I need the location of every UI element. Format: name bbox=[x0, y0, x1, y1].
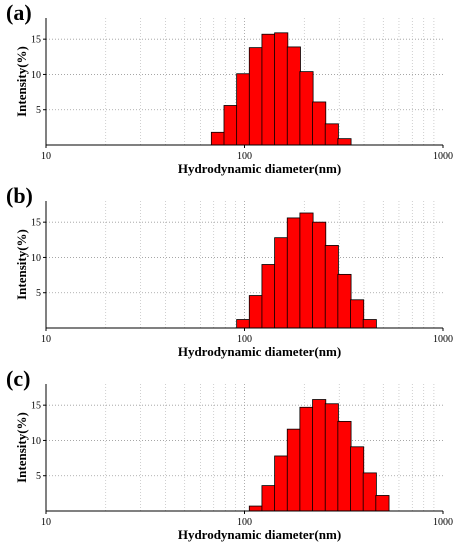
bar bbox=[299, 406, 314, 512]
bar bbox=[312, 221, 327, 329]
chart-svg: 5 10 15 10 100 1000 Hydrodynamic diameter(nm) I… bbox=[14, 201, 453, 359]
y-tick-label: 10 bbox=[31, 253, 41, 264]
bar bbox=[223, 105, 238, 146]
y-axis-title: Intensity(%) bbox=[14, 229, 29, 300]
bar bbox=[312, 101, 327, 146]
x-tick-label: 100 bbox=[237, 334, 252, 345]
bar bbox=[350, 446, 365, 512]
bar bbox=[210, 131, 225, 146]
y-tick-label: 10 bbox=[31, 70, 41, 81]
panel-label: (a) bbox=[6, 0, 32, 25]
x-axis-title: Hydrodynamic diameter(nm) bbox=[178, 527, 341, 542]
panel-label: (c) bbox=[6, 366, 31, 391]
chart-svg: 5 10 15 10 100 1000 Hydrodynamic diameter(nm) I… bbox=[14, 18, 453, 176]
y-tick-label: 15 bbox=[31, 401, 41, 412]
y-tick-label: 10 bbox=[31, 436, 41, 447]
chart-svg: 5 10 15 10 100 1000 Hydrodynamic diameter(nm) I… bbox=[14, 384, 453, 542]
x-tick-label: 1000 bbox=[433, 151, 453, 162]
bar bbox=[261, 485, 276, 512]
bar bbox=[362, 472, 377, 512]
bar bbox=[286, 217, 301, 329]
bar bbox=[261, 264, 276, 329]
x-tick-label: 100 bbox=[237, 151, 252, 162]
x-axis-title: Hydrodynamic diameter(nm) bbox=[178, 161, 341, 176]
x-tick-label: 10 bbox=[41, 517, 51, 528]
x-axis-title: Hydrodynamic diameter(nm) bbox=[178, 344, 341, 359]
panel-label: (b) bbox=[6, 183, 33, 208]
bar bbox=[236, 319, 251, 329]
y-tick-label: 15 bbox=[31, 35, 41, 46]
bar bbox=[248, 505, 263, 512]
bar bbox=[324, 123, 339, 146]
x-tick-label: 10 bbox=[41, 334, 51, 345]
bar bbox=[236, 73, 251, 146]
y-axis-title: Intensity(%) bbox=[14, 412, 29, 483]
bar bbox=[248, 47, 263, 146]
y-tick-label: 5 bbox=[36, 105, 41, 116]
bar bbox=[286, 46, 301, 146]
y-tick-label: 5 bbox=[36, 288, 41, 299]
chart-panel-c: (c) 5 10 15 10 100 1000 Hydrodynamic diameter(… bbox=[0, 366, 470, 549]
bar bbox=[261, 33, 276, 146]
y-tick-label: 5 bbox=[36, 471, 41, 482]
bar bbox=[299, 71, 314, 146]
y-tick-label: 15 bbox=[31, 218, 41, 229]
bar bbox=[274, 237, 289, 329]
bar bbox=[337, 273, 352, 329]
bar bbox=[312, 399, 327, 512]
bar bbox=[375, 495, 390, 512]
bar bbox=[362, 319, 377, 329]
bar bbox=[248, 295, 263, 329]
bar bbox=[324, 403, 339, 512]
x-tick-label: 100 bbox=[237, 517, 252, 528]
x-tick-label: 1000 bbox=[433, 517, 453, 528]
x-tick-label: 1000 bbox=[433, 334, 453, 345]
chart-panel-a: (a) 5 10 15 10 100 1000 Hydrodynamic diameter(… bbox=[0, 0, 470, 183]
chart-panel-b: (b) 5 10 15 10 100 1000 Hydrodynamic diameter(… bbox=[0, 183, 470, 366]
bar bbox=[350, 299, 365, 329]
x-tick-label: 10 bbox=[41, 151, 51, 162]
bar bbox=[286, 428, 301, 512]
bar bbox=[274, 32, 289, 146]
bar bbox=[324, 245, 339, 329]
bar bbox=[337, 138, 352, 146]
bar bbox=[299, 212, 314, 329]
y-axis-title: Intensity(%) bbox=[14, 46, 29, 117]
bar bbox=[337, 420, 352, 512]
bar bbox=[274, 455, 289, 512]
